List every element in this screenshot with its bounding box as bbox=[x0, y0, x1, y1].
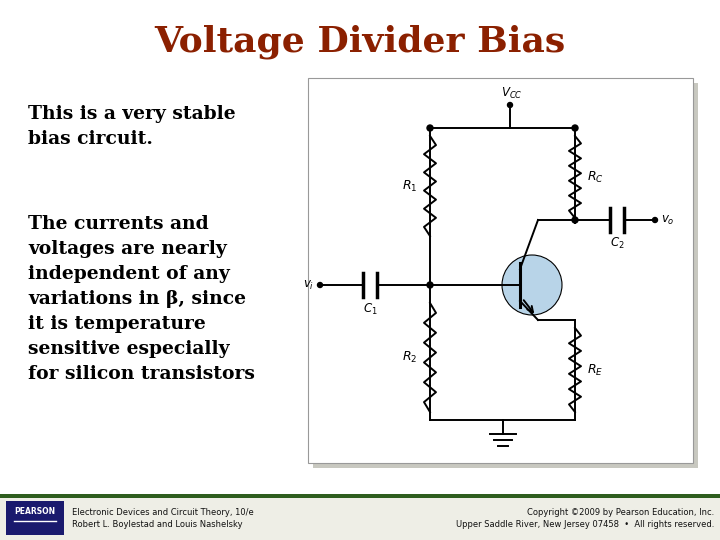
Circle shape bbox=[572, 217, 578, 223]
Bar bbox=[6, 501, 64, 535]
Text: Upper Saddle River, New Jersey 07458  •  All rights reserved.: Upper Saddle River, New Jersey 07458 • A… bbox=[456, 520, 714, 529]
Text: $v_i$: $v_i$ bbox=[303, 279, 314, 292]
Bar bbox=[313, 83, 698, 468]
Text: $V_{CC}$: $V_{CC}$ bbox=[501, 86, 523, 101]
Text: Copyright ©2009 by Pearson Education, Inc.: Copyright ©2009 by Pearson Education, In… bbox=[527, 508, 714, 517]
Text: $v_o$: $v_o$ bbox=[661, 213, 675, 227]
Bar bbox=[0, 494, 720, 498]
Circle shape bbox=[318, 282, 323, 287]
Text: $R_C$: $R_C$ bbox=[587, 170, 603, 185]
Text: $R_E$: $R_E$ bbox=[587, 362, 603, 377]
Circle shape bbox=[508, 103, 513, 107]
Text: Electronic Devices and Circuit Theory, 10/e: Electronic Devices and Circuit Theory, 1… bbox=[72, 508, 253, 517]
Circle shape bbox=[427, 125, 433, 131]
Circle shape bbox=[502, 255, 562, 315]
Circle shape bbox=[572, 125, 578, 131]
Text: $R_2$: $R_2$ bbox=[402, 350, 418, 365]
Text: $R_1$: $R_1$ bbox=[402, 178, 418, 193]
Circle shape bbox=[427, 282, 433, 288]
Bar bbox=[0, 498, 720, 540]
Text: This is a very stable
bias circuit.: This is a very stable bias circuit. bbox=[28, 105, 235, 148]
Text: Robert L. Boylestad and Louis Nashelsky: Robert L. Boylestad and Louis Nashelsky bbox=[72, 520, 243, 529]
Text: $C_1$: $C_1$ bbox=[363, 302, 377, 317]
Text: Voltage Divider Bias: Voltage Divider Bias bbox=[154, 25, 566, 59]
Text: $C_2$: $C_2$ bbox=[610, 236, 624, 251]
Text: PEARSON: PEARSON bbox=[14, 508, 55, 516]
Text: The currents and
voltages are nearly
independent of any
variations in β, since
i: The currents and voltages are nearly ind… bbox=[28, 215, 255, 383]
Bar bbox=[308, 78, 693, 463]
Circle shape bbox=[652, 218, 657, 222]
